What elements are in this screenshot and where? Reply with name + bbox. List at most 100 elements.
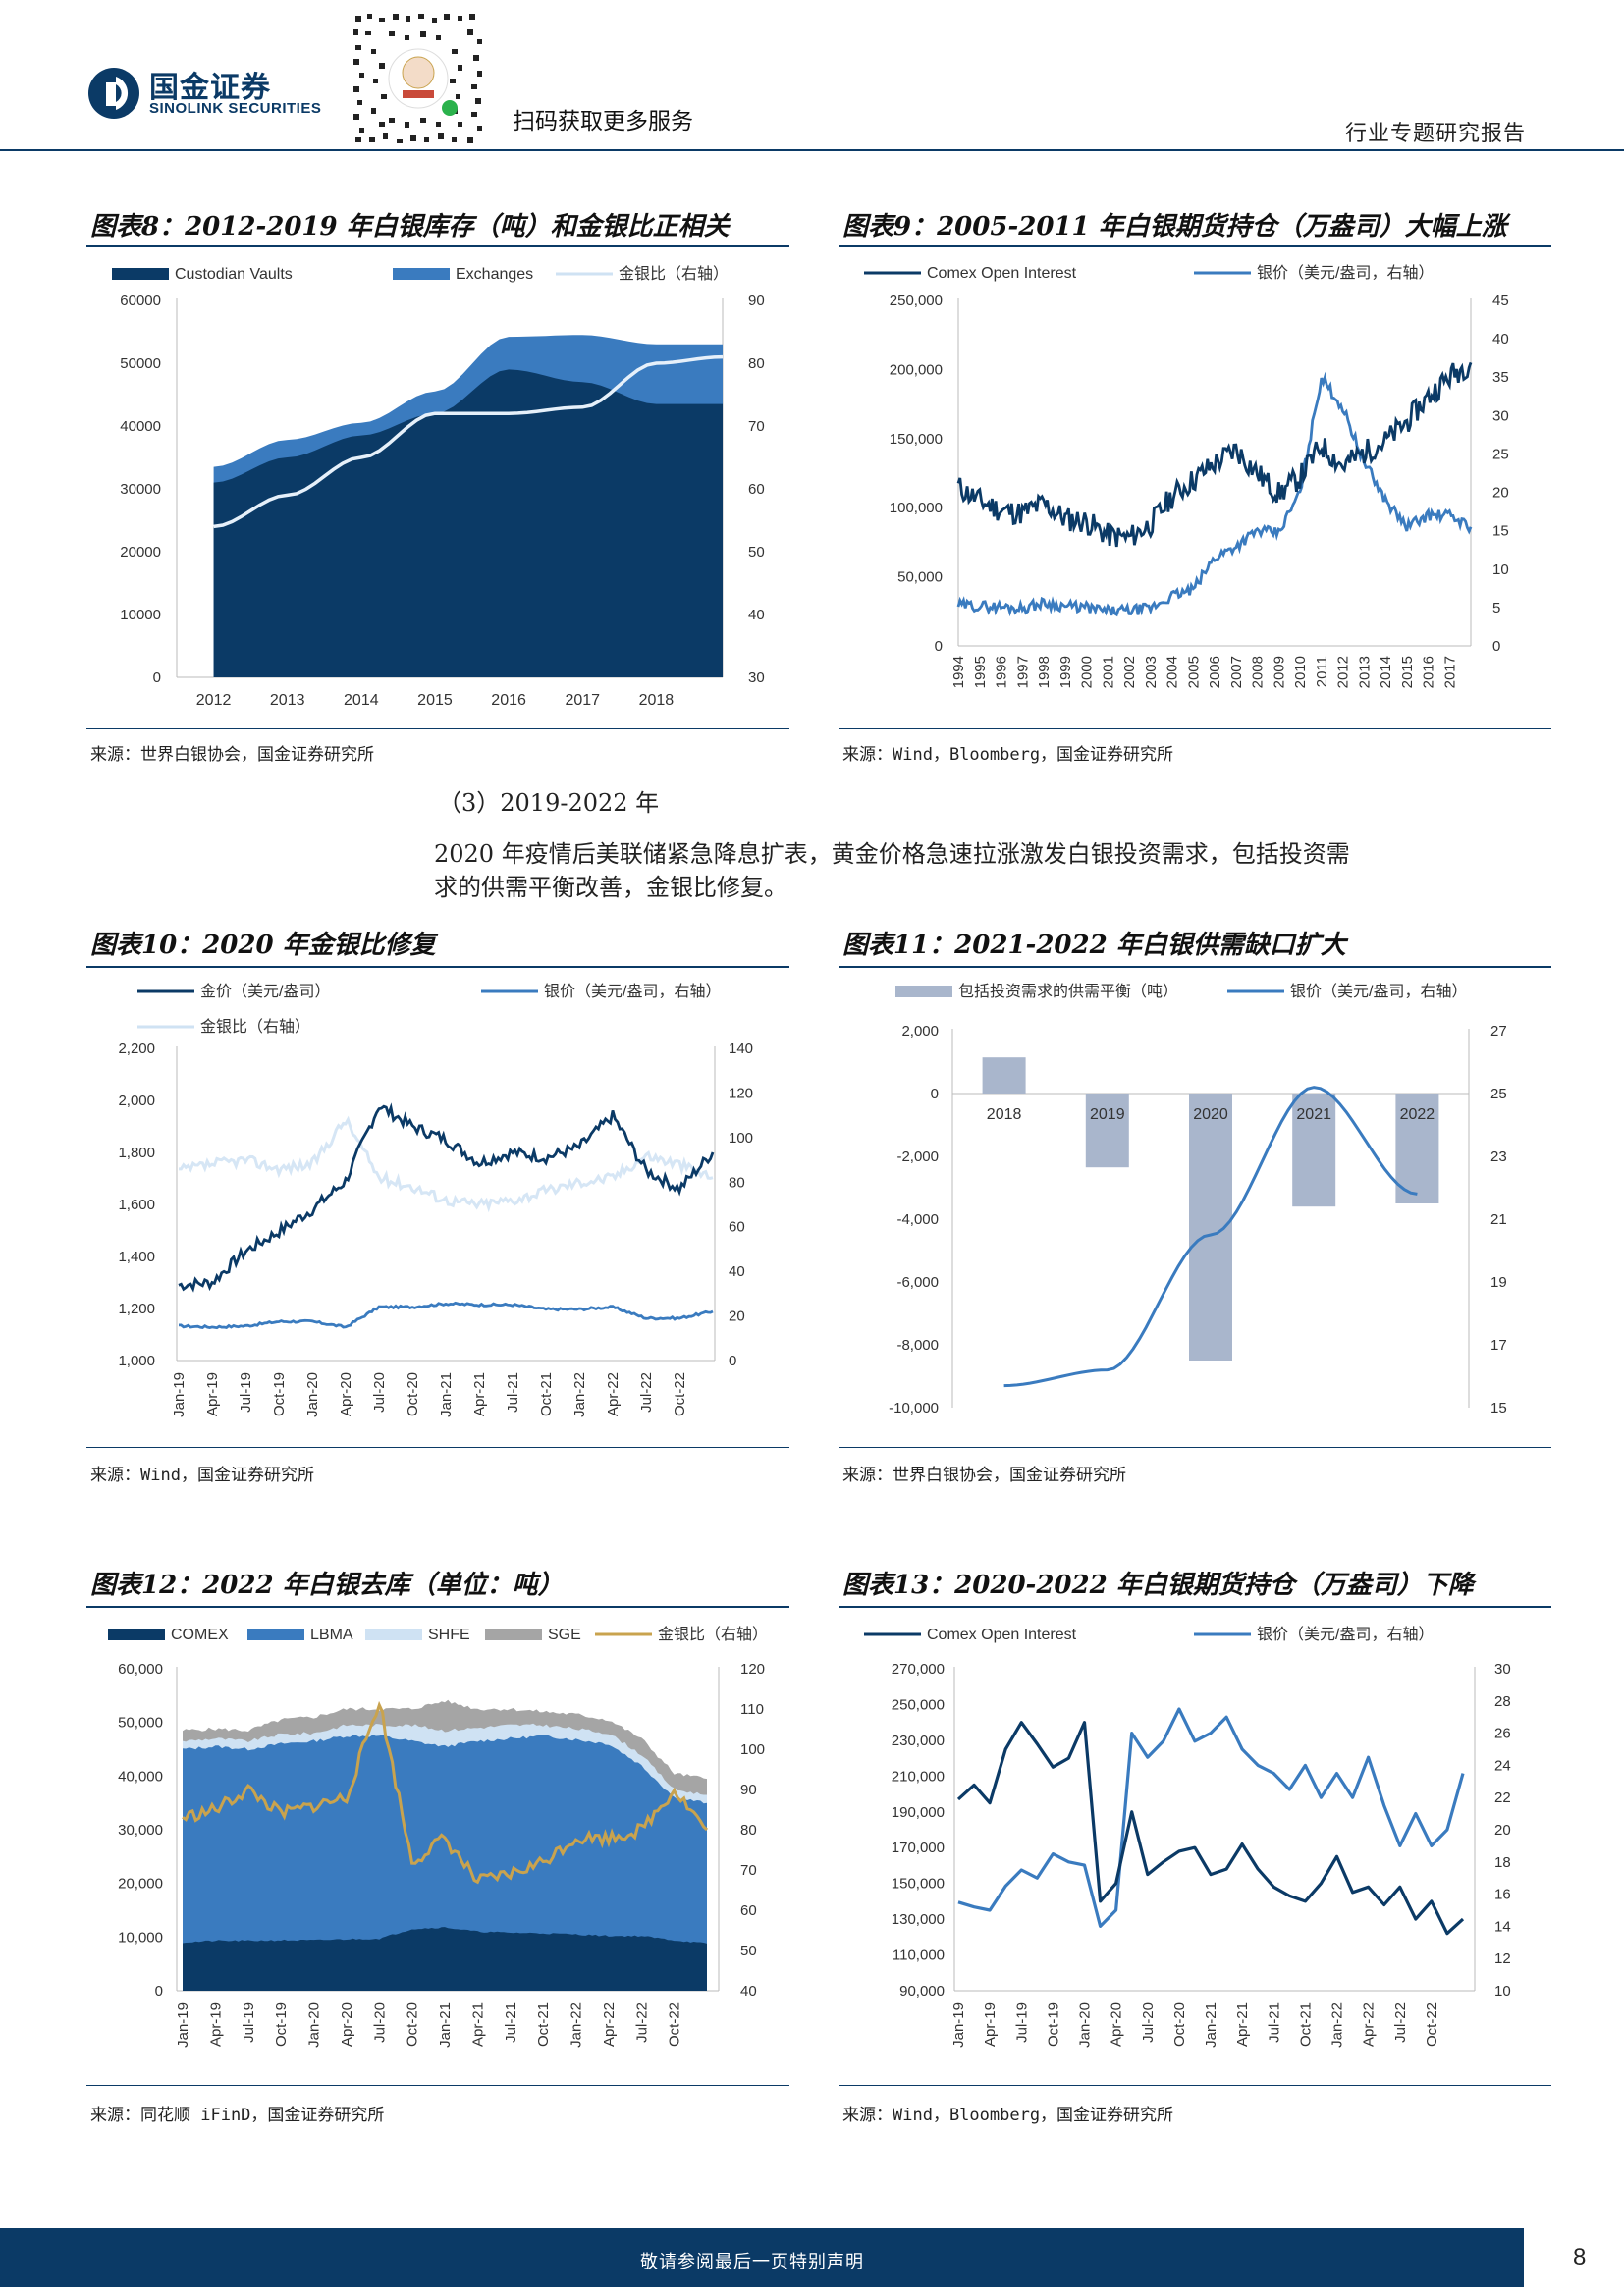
fig11-ytick-right-2: 19 <box>1490 1274 1507 1291</box>
fig8-xtick-1: 2013 <box>270 692 305 709</box>
fig11-ytick-left-3: -4,000 <box>896 1211 939 1228</box>
fig12-xtick-6: Jul-20 <box>371 2002 388 2043</box>
fig9-xtick-2: 1996 <box>994 656 1010 688</box>
fig12-legend-label-4: 金银比（右轴） <box>658 1626 768 1643</box>
fig11-ytick-right-5: 25 <box>1490 1086 1507 1102</box>
fig13-xtick-1: Apr-19 <box>982 2002 999 2047</box>
fig13-ytick-left-0: 90,000 <box>899 1983 945 2000</box>
fig12-legend-swatch-2 <box>365 1629 422 1640</box>
section-paragraph-line1: 2020 年疫情后美联储紧急降息扩表，黄金价格急速拉涨激发白银投资需求，包括投资… <box>434 840 1350 868</box>
qr-caption: 扫码获取更多服务 <box>513 109 693 134</box>
fig10-xtick-14: Jul-22 <box>638 1372 655 1413</box>
fig12-ytick-right-2: 60 <box>740 1902 757 1919</box>
fig12-xtick-11: Oct-21 <box>535 2002 552 2047</box>
fig13-ytick-left-2: 130,000 <box>892 1911 945 1928</box>
fig12-xtick-13: Apr-22 <box>601 2002 618 2047</box>
fig10-xtick-12: Jan-22 <box>571 1372 588 1417</box>
fig10-line-silver-price <box>179 1301 714 1330</box>
fig12-ytick-right-4: 80 <box>740 1822 757 1839</box>
fig11-legend-label-1: 银价（美元/盎司，右轴） <box>1290 983 1467 1000</box>
fig12-xtick-7: Oct-20 <box>405 2002 421 2047</box>
fig8-ytick-left-2: 20000 <box>120 544 161 561</box>
fig11-ytick-right-3: 21 <box>1490 1211 1507 1228</box>
fig8-xtick-4: 2016 <box>491 692 526 709</box>
fig8-ytick-left-3: 30000 <box>120 481 161 498</box>
fig9-ytick-right-1: 5 <box>1492 600 1500 616</box>
fig11-ytick-right-4: 23 <box>1490 1148 1507 1165</box>
fig12-legend-label-2: SHFE <box>428 1627 470 1643</box>
fig9-ytick-right-8: 40 <box>1492 331 1509 347</box>
fig10-ytick-right-4: 80 <box>729 1174 745 1191</box>
fig13-ytick-right-2: 14 <box>1494 1918 1511 1935</box>
header-rule <box>0 149 1624 151</box>
fig9-xtick-23: 2017 <box>1441 656 1458 688</box>
fig12-legend-swatch-1 <box>247 1629 304 1640</box>
fig10-xtick-5: Apr-20 <box>338 1372 354 1416</box>
fig13-ytick-right-8: 26 <box>1494 1726 1511 1742</box>
fig12-xtick-2: Jul-19 <box>241 2002 257 2043</box>
fig13-ytick-right-3: 16 <box>1494 1887 1511 1903</box>
fig8-ytick-right-0: 30 <box>748 669 765 686</box>
page-number: 8 <box>1573 2244 1587 2270</box>
fig12-ytick-right-3: 70 <box>740 1862 757 1879</box>
fig12-xtick-4: Jan-20 <box>306 2002 323 2048</box>
fig10-source: 来源：Wind，国金证券研究所 <box>90 1466 314 1485</box>
fig12-xtick-9: Apr-21 <box>469 2002 486 2047</box>
fig11-ytick-left-6: 2,000 <box>901 1023 939 1040</box>
fig9-xtick-16: 2010 <box>1292 656 1309 688</box>
fig9-xtick-15: 2009 <box>1271 656 1287 688</box>
fig9-ytick-right-7: 35 <box>1492 369 1509 386</box>
fig8-ytick-right-2: 50 <box>748 544 765 561</box>
fig10-ytick-right-5: 100 <box>729 1130 753 1147</box>
fig10-legend-label-0: 金价（美元/盎司） <box>200 983 330 1000</box>
fig12-xtick-12: Jan-22 <box>568 2002 585 2048</box>
fig12-ytick-right-5: 90 <box>740 1782 757 1798</box>
footer-disclaimer: 敬请参阅最后一页特别声明 <box>640 2252 864 2272</box>
fig13-line-open-interest <box>956 1721 1465 1936</box>
fig8-source: 来源：世界白银协会，国金证券研究所 <box>90 745 374 765</box>
fig13-xtick-9: Apr-21 <box>1234 2002 1251 2047</box>
fig9-ytick-right-3: 15 <box>1492 523 1509 540</box>
sinolink-logo-icon <box>88 68 139 119</box>
fig8-ytick-right-3: 60 <box>748 481 765 498</box>
fig9-xtick-5: 1999 <box>1057 656 1074 688</box>
fig12-ytick-left-3: 30,000 <box>118 1822 163 1839</box>
fig11-bar-1 <box>1085 1094 1129 1168</box>
fig9-ytick-left-0: 0 <box>935 638 943 655</box>
fig9-chart: Comex Open Interest 银价（美元/盎司，右轴） 0 50,000 10… <box>864 264 1509 688</box>
fig9-ytick-left-4: 200,000 <box>890 361 943 378</box>
fig10-ytick-right-2: 40 <box>729 1263 745 1280</box>
fig11-ytick-right-6: 27 <box>1490 1023 1507 1040</box>
fig9-xtick-14: 2008 <box>1250 656 1267 688</box>
fig9-xtick-9: 2003 <box>1143 656 1160 688</box>
fig9-xtick-21: 2015 <box>1399 656 1416 688</box>
fig8-ytick-left-6: 60000 <box>120 293 161 309</box>
fig11-ytick-left-4: -2,000 <box>896 1148 939 1165</box>
fig8-area-custodian-vaults <box>213 369 724 677</box>
fig9-xtick-20: 2014 <box>1378 656 1394 688</box>
fig13-ytick-right-10: 30 <box>1494 1661 1511 1678</box>
fig13-xtick-10: Jul-21 <box>1266 2002 1282 2043</box>
fig11-xtick-4: 2022 <box>1400 1106 1435 1123</box>
fig9-xtick-1: 1995 <box>972 656 989 688</box>
fig10-xtick-3: Oct-19 <box>271 1372 288 1416</box>
fig12-xtick-8: Jan-21 <box>437 2002 454 2048</box>
fig9-xtick-6: 2000 <box>1079 656 1096 688</box>
fig8-legend-label-0: Custodian Vaults <box>175 266 293 283</box>
fig10-ytick-left-2: 1,400 <box>118 1249 155 1265</box>
fig9-xtick-11: 2005 <box>1185 656 1202 688</box>
fig12-xtick-15: Oct-22 <box>667 2002 683 2047</box>
fig13-xtick-4: Jan-20 <box>1077 2002 1094 2048</box>
fig10-ytick-left-5: 2,000 <box>118 1093 155 1109</box>
fig9-ytick-right-4: 20 <box>1492 485 1509 502</box>
fig12-xtick-3: Oct-19 <box>273 2002 290 2047</box>
fig8-ytick-right-1: 40 <box>748 607 765 623</box>
fig8-chart: Custodian Vaults Exchanges 金银比（右轴） 0 10000 20… <box>112 265 765 709</box>
fig10-ytick-left-4: 1,800 <box>118 1145 155 1161</box>
fig9-source: 来源：Wind，Bloomberg，国金证券研究所 <box>842 745 1174 765</box>
fig9-xtick-13: 2007 <box>1228 656 1245 688</box>
fig11-ytick-right-0: 15 <box>1490 1400 1507 1416</box>
fig10-ytick-right-6: 120 <box>729 1085 753 1101</box>
fig9-ytick-right-6: 30 <box>1492 407 1509 424</box>
fig10-xtick-13: Apr-22 <box>605 1372 622 1416</box>
